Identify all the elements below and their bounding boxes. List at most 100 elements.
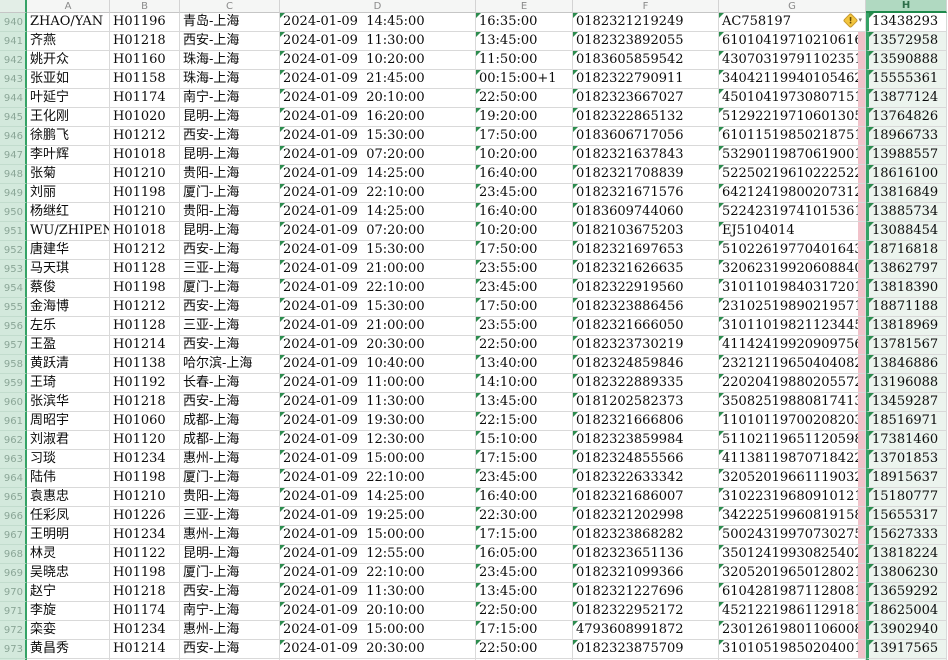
cell-depart[interactable]: 2024-01-09 10:20:00 (280, 51, 476, 70)
cell-phone[interactable]: 13590888 (866, 51, 947, 70)
cell-flight[interactable]: H01212 (110, 298, 180, 317)
cell-flight[interactable]: H01210 (110, 165, 180, 184)
row-header[interactable]: 947 (0, 146, 27, 165)
cell-ticket[interactable]: 0182321202998 (573, 507, 719, 526)
cell-route[interactable]: 厦门-上海 (180, 184, 280, 203)
cell-phone[interactable]: 18616100 (866, 165, 947, 184)
row-header[interactable]: 965 (0, 488, 27, 507)
cell-phone[interactable]: 13988557 (866, 146, 947, 165)
cell-name[interactable]: WU/ZHIPEN (27, 222, 110, 241)
cell-ticket[interactable]: 0182321099366 (573, 564, 719, 583)
cell-route[interactable]: 三亚-上海 (180, 317, 280, 336)
cell-flight[interactable]: H01198 (110, 469, 180, 488)
column-header-a[interactable]: A (27, 0, 110, 13)
cell-route[interactable]: 惠州-上海 (180, 621, 280, 640)
cell-depart[interactable]: 2024-01-09 22:10:00 (280, 184, 476, 203)
cell-depart[interactable]: 2024-01-09 20:10:00 (280, 89, 476, 108)
cell-name[interactable]: 林灵 (27, 545, 110, 564)
cell-route[interactable]: 惠州-上海 (180, 450, 280, 469)
cell-name[interactable]: 黄跃清 (27, 355, 110, 374)
cell-flight[interactable]: H01196 (110, 13, 180, 32)
cell-route[interactable]: 厦门-上海 (180, 564, 280, 583)
cell-phone[interactable]: 13438293 (866, 13, 947, 32)
cell-name[interactable]: 李旋 (27, 602, 110, 621)
cell-arrive[interactable]: 22:50:00 (476, 602, 573, 621)
cell-ticket[interactable]: 0182322790911 (573, 70, 719, 89)
cell-ticket[interactable]: 0183609744060 (573, 203, 719, 222)
cell-idnum[interactable]: 342225199608191589 (719, 507, 866, 526)
cell-phone[interactable]: 13902940 (866, 621, 947, 640)
cell-flight[interactable]: H01060 (110, 412, 180, 431)
cell-route[interactable]: 西安-上海 (180, 32, 280, 51)
cell-phone[interactable]: 18625004 (866, 602, 947, 621)
cell-phone[interactable]: 13572958 (866, 32, 947, 51)
warning-diamond-icon[interactable]: ! (843, 13, 859, 29)
cell-depart[interactable]: 2024-01-09 12:30:00 (280, 431, 476, 450)
cell-depart[interactable]: 2024-01-09 21:00:00 (280, 260, 476, 279)
cell-flight[interactable]: H01210 (110, 488, 180, 507)
cell-name[interactable]: 徐鹏飞 (27, 127, 110, 146)
column-header-h[interactable]: H (866, 0, 947, 13)
cell-route[interactable]: 昆明-上海 (180, 545, 280, 564)
cell-route[interactable]: 西安-上海 (180, 583, 280, 602)
cell-phone[interactable]: 13816849 (866, 184, 947, 203)
cell-idnum[interactable]: 500243199707302759 (719, 526, 866, 545)
column-header-b[interactable]: B (110, 0, 180, 13)
cell-depart[interactable]: 2024-01-09 15:30:00 (280, 127, 476, 146)
cell-phone[interactable]: 13781567 (866, 336, 947, 355)
column-header-e[interactable]: E (476, 0, 573, 13)
cell-depart[interactable]: 2024-01-09 14:25:00 (280, 165, 476, 184)
cell-route[interactable]: 西安-上海 (180, 640, 280, 659)
row-header[interactable]: 945 (0, 108, 27, 127)
cell-ticket[interactable]: 0182323892055 (573, 32, 719, 51)
column-header-d[interactable]: D (280, 0, 476, 13)
column-header-g[interactable]: G (719, 0, 866, 13)
cell-depart[interactable]: 2024-01-09 22:10:00 (280, 469, 476, 488)
cell-route[interactable]: 厦门-上海 (180, 279, 280, 298)
cell-idnum[interactable]: 510226197704016438 (719, 241, 866, 260)
cell-depart[interactable]: 2024-01-09 14:25:00 (280, 203, 476, 222)
cell-phone[interactable]: 13764826 (866, 108, 947, 127)
cell-flight[interactable]: H01120 (110, 431, 180, 450)
cell-idnum[interactable]: 310110198403172016 (719, 279, 866, 298)
cell-arrive[interactable]: 15:10:00 (476, 431, 573, 450)
cell-arrive[interactable]: 17:50:00 (476, 298, 573, 317)
cell-idnum[interactable]: 532901198706190019 (719, 146, 866, 165)
cell-depart[interactable]: 2024-01-09 21:00:00 (280, 317, 476, 336)
cell-idnum[interactable]: 430703197911023510 (719, 51, 866, 70)
row-header[interactable]: 971 (0, 602, 27, 621)
cell-depart[interactable]: 2024-01-09 15:30:00 (280, 241, 476, 260)
select-all-corner[interactable] (0, 0, 27, 13)
cell-phone[interactable]: 15627333 (866, 526, 947, 545)
row-header[interactable]: 953 (0, 260, 27, 279)
cell-depart[interactable]: 2024-01-09 20:30:00 (280, 336, 476, 355)
cell-idnum[interactable]: 522502196102225229 (719, 165, 866, 184)
cell-name[interactable]: 吴晓忠 (27, 564, 110, 583)
cell-flight[interactable]: H01128 (110, 260, 180, 279)
row-header[interactable]: 948 (0, 165, 27, 184)
cell-idnum[interactable]: 230126198011060083 (719, 621, 866, 640)
row-header[interactable]: 952 (0, 241, 27, 260)
cell-route[interactable]: 成都-上海 (180, 431, 280, 450)
cell-idnum[interactable]: EJ5104014 (719, 222, 866, 241)
cell-ticket[interactable]: 0182321219249 (573, 13, 719, 32)
cell-phone[interactable]: 13196088 (866, 374, 947, 393)
cell-arrive[interactable]: 22:50:00 (476, 336, 573, 355)
cell-flight[interactable]: H01158 (110, 70, 180, 89)
cell-route[interactable]: 西安-上海 (180, 127, 280, 146)
cell-phone[interactable]: 13862797 (866, 260, 947, 279)
row-header[interactable]: 941 (0, 32, 27, 51)
cell-depart[interactable]: 2024-01-09 07:20:00 (280, 222, 476, 241)
column-header-f[interactable]: F (573, 0, 719, 13)
cell-ticket[interactable]: 0182103675203 (573, 222, 719, 241)
cell-depart[interactable]: 2024-01-09 15:00:00 (280, 621, 476, 640)
cell-depart[interactable]: 2024-01-09 15:00:00 (280, 526, 476, 545)
cell-depart[interactable]: 2024-01-09 12:55:00 (280, 545, 476, 564)
cell-arrive[interactable]: 16:35:00 (476, 13, 573, 32)
cell-route[interactable]: 珠海-上海 (180, 51, 280, 70)
cell-idnum[interactable]: 522423197410153619 (719, 203, 866, 222)
row-header[interactable]: 961 (0, 412, 27, 431)
cell-arrive[interactable]: 13:40:00 (476, 355, 573, 374)
cell-phone[interactable]: 13701853 (866, 450, 947, 469)
cell-arrive[interactable]: 16:05:00 (476, 545, 573, 564)
